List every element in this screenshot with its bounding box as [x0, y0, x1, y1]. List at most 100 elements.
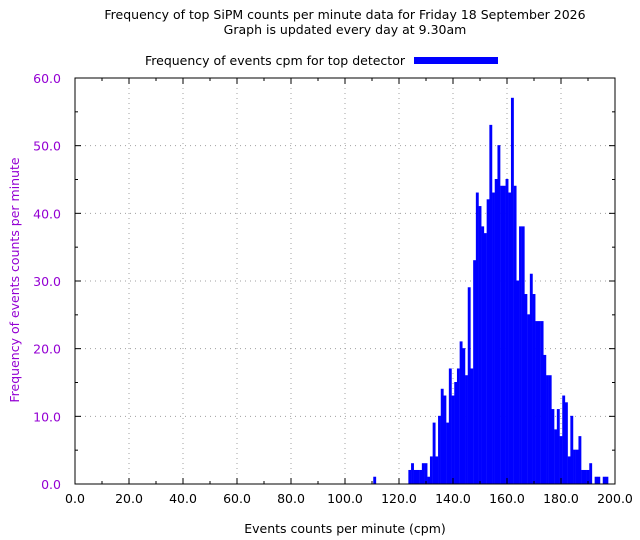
legend-swatch: [414, 57, 498, 64]
bar: [605, 476, 609, 485]
bar: [559, 436, 563, 485]
x-tick-label: 80.0: [277, 491, 305, 506]
bar: [519, 226, 522, 485]
bar: [529, 273, 533, 485]
bar: [500, 185, 504, 485]
bar: [451, 395, 455, 485]
bar: [435, 456, 439, 485]
x-tick-label: 160.0: [489, 491, 525, 506]
bar: [540, 321, 544, 485]
bar: [467, 287, 471, 485]
bar: [581, 469, 585, 485]
bar: [459, 341, 463, 485]
bar: [497, 145, 501, 485]
bar: [429, 456, 433, 485]
plot-frame: [74, 77, 616, 485]
y-tick-label: 60.0: [33, 71, 61, 86]
bar: [502, 185, 506, 485]
x-tick-label: 120.0: [381, 491, 417, 506]
bar: [570, 415, 574, 485]
bar: [535, 321, 539, 485]
bar: [440, 388, 444, 485]
y-tick-labels: 0.0 10.0 20.0 30.0 40.0 50.0 60.0: [33, 71, 61, 492]
y-tick-label: 0.0: [41, 477, 61, 492]
bar: [411, 463, 414, 485]
bar: [508, 192, 512, 485]
bar: [462, 348, 466, 485]
y-tick-label: 40.0: [33, 206, 61, 221]
bar: [589, 463, 593, 485]
bar: [516, 280, 520, 485]
legend: Frequency of events cpm for top detector: [145, 53, 498, 68]
bar: [416, 469, 420, 485]
bar: [548, 375, 552, 485]
bar: [513, 185, 517, 485]
bar: [494, 179, 498, 485]
chart-subtitle: Graph is updated every day at 9.30am: [224, 22, 467, 37]
bar: [483, 233, 487, 485]
bar: [473, 260, 477, 485]
bar: [489, 124, 493, 485]
bar: [446, 422, 450, 485]
bar: [492, 192, 495, 485]
bar: [594, 476, 598, 485]
bar: [527, 314, 531, 485]
x-tick-label: 100.0: [327, 491, 363, 506]
bar: [556, 409, 560, 485]
bar: [524, 294, 528, 485]
bar: [486, 199, 490, 485]
bar: [505, 179, 509, 485]
bar: [443, 395, 447, 485]
y-tick-label: 30.0: [33, 274, 61, 289]
bar: [421, 463, 425, 485]
x-tick-label: 20.0: [115, 491, 143, 506]
bar: [475, 192, 479, 485]
bar: [543, 354, 547, 485]
bars: [373, 97, 609, 485]
bar: [532, 294, 536, 485]
bar: [424, 463, 428, 485]
bar: [573, 449, 576, 485]
x-tick-label: 200.0: [597, 491, 633, 506]
y-tick-label: 50.0: [33, 139, 61, 154]
bar: [546, 375, 549, 485]
bar: [564, 402, 568, 485]
bar: [521, 226, 525, 485]
bar: [373, 476, 377, 485]
bar: [481, 226, 485, 485]
axes: [74, 77, 616, 485]
bar: [551, 409, 555, 485]
bar: [408, 469, 412, 485]
bar: [413, 469, 417, 485]
x-axis-label: Events counts per minute (cpm): [244, 521, 446, 536]
y-tick-label: 10.0: [33, 409, 61, 424]
bar: [578, 436, 582, 485]
bar: [602, 476, 606, 485]
bar: [597, 476, 601, 485]
bar: [554, 429, 558, 485]
y-tick-label: 20.0: [33, 342, 61, 357]
bar: [465, 375, 468, 485]
x-tick-label: 180.0: [543, 491, 579, 506]
x-tick-label: 60.0: [223, 491, 251, 506]
bar: [456, 368, 460, 485]
legend-label: Frequency of events cpm for top detector: [145, 53, 406, 68]
bar: [478, 206, 482, 485]
bar: [470, 368, 474, 485]
bar: [562, 395, 566, 485]
x-tick-labels: 0.0 20.0 40.0 60.0 80.0 100.0 120.0 140.0 160.0 1…: [65, 491, 633, 506]
x-tick-label: 0.0: [65, 491, 85, 506]
bar: [510, 97, 514, 485]
bar: [432, 422, 436, 485]
bar: [567, 456, 571, 485]
bar: [454, 382, 458, 485]
bar: [583, 469, 587, 485]
x-tick-label: 140.0: [435, 491, 471, 506]
bar: [438, 415, 441, 485]
bar: [419, 469, 423, 485]
y-axis-label: Frequency of events counts per minute: [7, 157, 22, 403]
chart-title: Frequency of top SiPM counts per minute …: [104, 7, 585, 22]
bar: [537, 321, 541, 485]
bar: [448, 368, 452, 485]
